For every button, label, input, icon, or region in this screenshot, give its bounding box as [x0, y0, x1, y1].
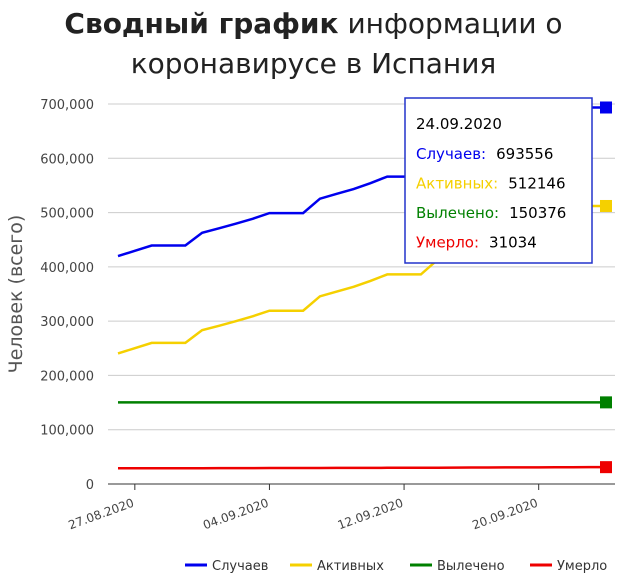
chart-title: Сводный график информации о коронавирусе… [30, 4, 597, 84]
end-marker [600, 396, 612, 409]
x-tick-label: 04.09.2020 [201, 496, 270, 533]
y-axis-title: Человек (всего) [5, 215, 27, 374]
y-tick-label: 500,000 [40, 207, 94, 222]
tooltip-label: Вылечено: [416, 204, 499, 222]
y-tick-label: 400,000 [40, 261, 94, 276]
tooltip-label: Активных: [416, 175, 498, 193]
y-tick-label: 700,000 [40, 98, 94, 113]
x-tick-label: 12.09.2020 [336, 496, 405, 533]
tooltip-box [404, 97, 593, 264]
x-tick-label: 27.08.2020 [66, 496, 135, 533]
y-tick-label: 100,000 [40, 424, 94, 439]
legend-label: Активных [317, 559, 384, 574]
y-tick-label: 300,000 [40, 315, 94, 330]
tooltip-value: 150376 [509, 204, 566, 222]
end-marker [600, 461, 612, 474]
tooltip: 24.09.2020 Случаев: 693556 Активных: 512146 В… [404, 97, 593, 264]
end-marker [600, 101, 612, 114]
tooltip-value: 512146 [508, 175, 565, 193]
legend-label: Случаев [212, 559, 268, 574]
series-line [117, 465, 606, 470]
y-tick-label: 200,000 [40, 369, 94, 384]
y-tick-label: 600,000 [40, 152, 94, 167]
tooltip-label: Умерло: [416, 234, 479, 252]
y-tick-label: 0 [86, 478, 94, 493]
title-bold: Сводный график [64, 7, 339, 40]
legend-label: Вылечено [437, 559, 505, 574]
legend-label: Умерло [557, 559, 607, 574]
end-marker [600, 199, 612, 212]
title-rest: информации о коронавирусе в Испания [130, 7, 563, 80]
tooltip-value: 693556 [496, 145, 553, 163]
tooltip-date: 24.09.2020 [416, 115, 502, 133]
tooltip-label: Случаев: [416, 145, 486, 163]
tooltip-value: 31034 [489, 234, 537, 252]
x-tick-label: 20.09.2020 [470, 496, 539, 533]
